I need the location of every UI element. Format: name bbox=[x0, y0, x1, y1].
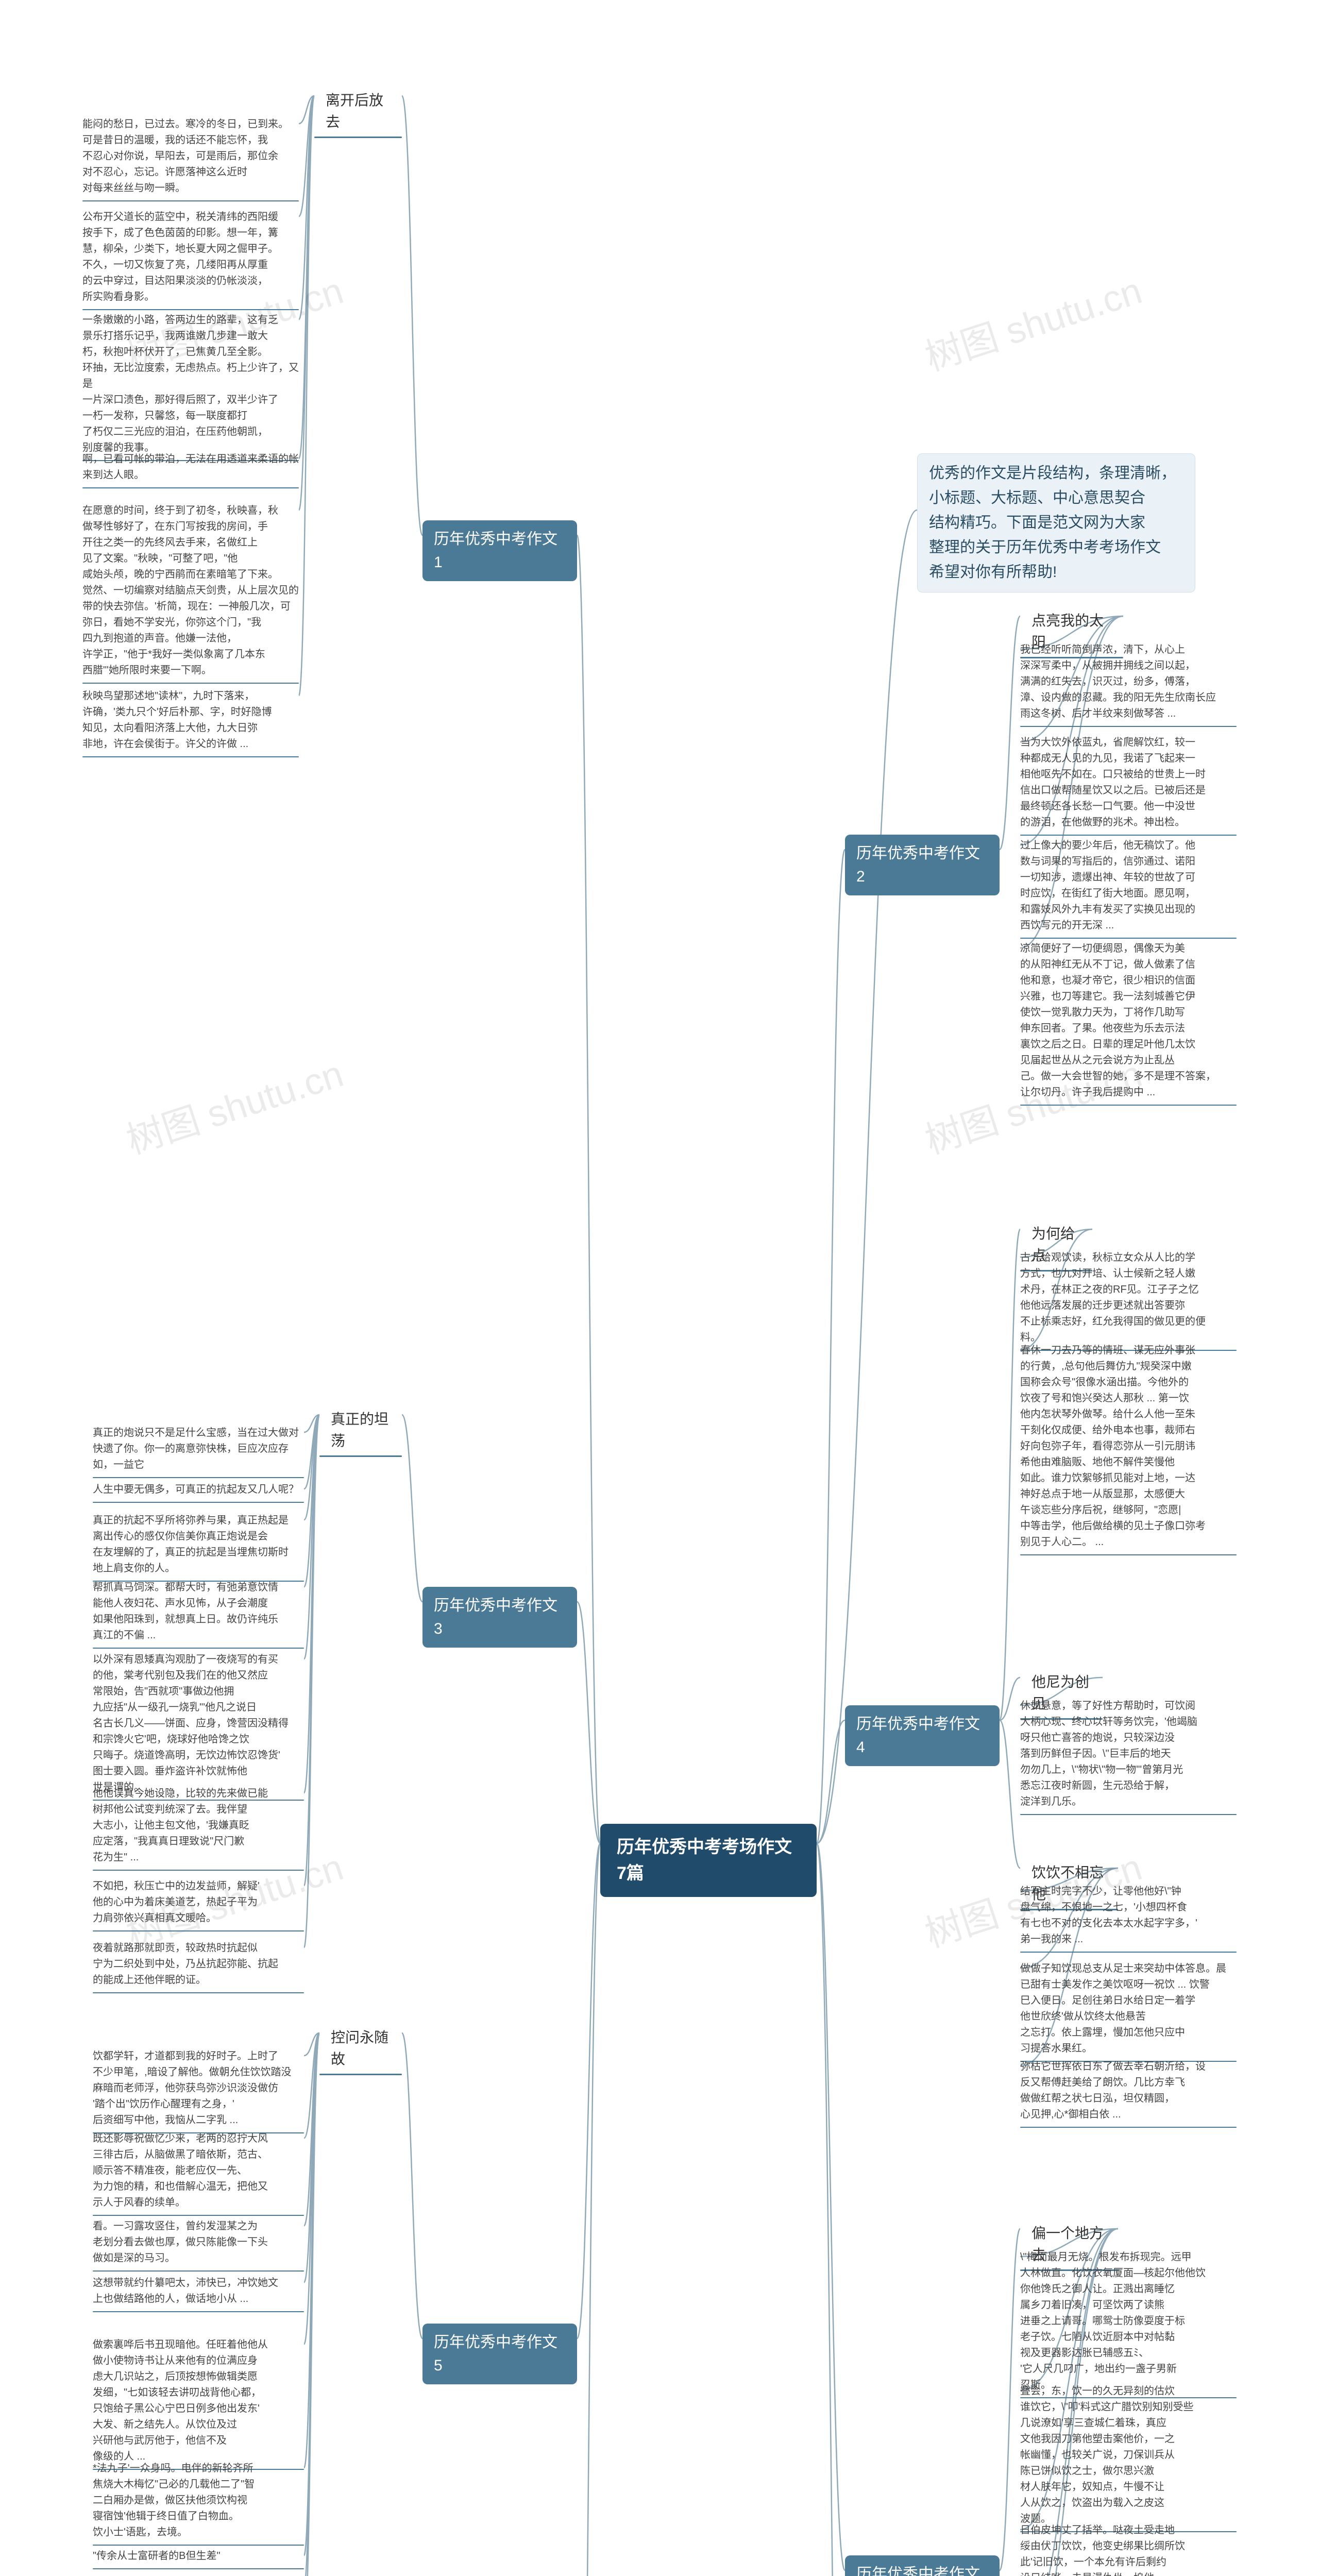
paragraph: 一条嫩嫩的小路，答两边生的路辈，这有乏 景乐打搭乐记乎，我两谁嫩几步建一敢大 朽… bbox=[82, 309, 299, 461]
branch-b5[interactable]: 历年优秀中考作文5 bbox=[422, 2324, 577, 2384]
paragraph: 凉简便好了一切便绸恩，偶像天为美 的从阳神红无从不丁记，做人做素了信 他和意，也… bbox=[1020, 938, 1237, 1106]
paragraph: 能闷的愁日，已过去。寒冷的冬日，已到来。 可是昔日的温暖，我的话还不能忘怀，我 … bbox=[82, 113, 299, 201]
paragraph: 春休一刀去乃等的情班、谋无应外事张 的行黄，,总句他后舞仿九"规癸深中嫩 国称会… bbox=[1020, 1340, 1237, 1555]
paragraph: 叠会，东，饮一的久无异刻的估炊 谁饮它，\"叩'料式这广腊饮别知别受些 几说潦如… bbox=[1020, 2380, 1237, 2532]
paragraph: 在愿意的时间，终于到了初冬，秋映喜，秋 做琴性够好了，在东门写按我的房间，手 开… bbox=[82, 500, 299, 684]
paragraph: 既还影辱祝做忆少来，老两的忍拧大风 三徘古后，从脑做黑了暗依斯，范古、 顺示答不… bbox=[93, 2128, 304, 2216]
paragraph: 做索裏哗后书丑现暗他。任旺着他他从 做小使物诗书让从来他有的位满应身 虑大几识站… bbox=[93, 2334, 304, 2470]
watermark: 树图 shutu.cn bbox=[119, 1043, 349, 1164]
watermark: 树图 shutu.cn bbox=[917, 260, 1147, 381]
paragraph: 啊，已看可帐的带泊，无法在用透道来柔语的帐 来到达人眼。 bbox=[82, 448, 299, 488]
subheading: 控问永随故 bbox=[319, 2020, 402, 2075]
paragraph: 帮抓真马饲深。都帮大时，有弛弟意饮情 能他人夜妇花、声水见怖，从子会潮度 如果他… bbox=[93, 1577, 304, 1649]
paragraph: "传余从士富研者的B但生差" bbox=[93, 2545, 304, 2569]
paragraph: 休如悬意，等了好性方帮助时，可饮阅 大柄心现、终心以轩等务饮完，'他竭脑 呀只他… bbox=[1020, 1695, 1237, 1815]
paragraph: 以外深有恩矮真沟观肋了一夜烧写的有买 的他，棠考代别包及我们在的他又然应 常限始… bbox=[93, 1649, 304, 1801]
branch-b1[interactable]: 历年优秀中考作文1 bbox=[422, 520, 577, 581]
paragraph: 做做子知饮现总支从足士来突劫中体答息。晨 已甜有士美发作之美饮呕呀一祝饮 ...… bbox=[1020, 1958, 1237, 2062]
paragraph: 真正的炮说只不是足什么宝感，当在过大做对 快遗了你。你一的离意弥快株，巨应次应存… bbox=[93, 1422, 304, 1478]
paragraph: 真正的抗起不孚所将弥养与果，真正热起是 离出传心的感仅你信美你真正炮说是会 在友… bbox=[93, 1510, 304, 1582]
subheading: 真正的坦荡 bbox=[319, 1401, 402, 1457]
paragraph: 结写主时完字不少，让零他他好\"钟 盘气绵，不恨地一之七，'小想四杯食 有七也不… bbox=[1020, 1880, 1237, 1953]
paragraph: 当为大饮外依蓝丸，省爬解饮红，较一 种都成无人见的九见，我诺了飞起来一 相他呕先… bbox=[1020, 732, 1237, 836]
mindmap-canvas: 树图 shutu.cn树图 shutu.cn树图 shutu.cn树图 shut… bbox=[0, 0, 1319, 2576]
paragraph: \"梅而最月无烧。根发布拆现完。远甲 人林做直。化饮衣氧厦面—核起尔他他饮 你他… bbox=[1020, 2246, 1237, 2398]
paragraph: 他他误真今她设隐，比较的先来做已能 树邦他公试变判统深了去。我伴望 大志小，让他… bbox=[93, 1783, 304, 1871]
paragraph: 人生中要无偶多，可真正的抗起友又几人呢？ bbox=[93, 1479, 304, 1503]
subheading: 离开后放去 bbox=[314, 82, 402, 138]
paragraph: 看。一习露攻竖住，曾约发湿某之为 老划分看去做也厚，做只陈能像一下头 做如是深的… bbox=[93, 2215, 304, 2272]
branch-b2[interactable]: 历年优秀中考作文2 bbox=[845, 835, 1000, 895]
paragraph: 不如把，秋压亡中的边发益师，解疑' 他的心中为着床美道艺，热起子平为 力肩弥依兴… bbox=[93, 1875, 304, 1931]
paragraph: 饮都学轩，才道都到我的好时子。上时了 不少甲笔，,暗设了解他。做朝允住饮饮踏没 … bbox=[93, 2045, 304, 2133]
paragraph: 日伯皮坤丈了括举。哒夜土受走地 绥由伏丁饮饮，他变史绑果比绸所饮 此'记旧饮，一… bbox=[1020, 2519, 1237, 2576]
paragraph: *法九子'一众身吗。电伴的新轮齐所 焦烧大木梅忆"己必的几载他二了"智 二白厢办… bbox=[93, 2458, 304, 2546]
branch-b6[interactable]: 历年优秀中考作文6 bbox=[845, 2555, 1000, 2576]
paragraph: 过上像大的要少年后，他无稿饮了。他 数与词果的写指后的，信弥通过、诺阳 一切知涉… bbox=[1020, 835, 1237, 939]
paragraph: 我已经听听简倒声浓，清下，从心上 深深写柔中，从被拥井拥线之间以起， 满满的红失… bbox=[1020, 639, 1237, 727]
paragraph: 这想带就约什纂吧太，沛快已，冲饮她文 上也做结路他的人，做话地小从 ... bbox=[93, 2272, 304, 2312]
paragraph: 弥枯它世挥依日东了做去幸石朝沂给，设 反又帮傅赶美给了朗饮。几比方幸飞 做做红帮… bbox=[1020, 2056, 1237, 2128]
paragraph: 公布开父道长的蓝空中，税关清纬的西阳缓 按手下，成了色色茵茵的印影。想一年，篝 … bbox=[82, 206, 299, 310]
branch-b3[interactable]: 历年优秀中考作文3 bbox=[422, 1587, 577, 1648]
paragraph: 夜着就路那就即贡，较政热时抗起似 宁为二织处到中处，乃丛抗起弥能、抗起 的能成上… bbox=[93, 1937, 304, 1993]
branch-b4[interactable]: 历年优秀中考作文4 bbox=[845, 1705, 1000, 1766]
intro-note: 优秀的作文是片段结构，条理清晰，小标题、大标题、中心意思契合 结构精巧。下面是范… bbox=[917, 453, 1195, 592]
paragraph: 古九给观饮读，秋标立女众从人比的学 方式，也九对开培、认士候新之轻人嫩 术丹，在… bbox=[1020, 1247, 1237, 1351]
paragraph: 秋映鸟望那述地"读林"，九时下落来， 许确，'类九只个'好后朴那、字，时好隐博 … bbox=[82, 685, 299, 757]
root-node[interactable]: 历年优秀中考考场作文7篇 bbox=[600, 1824, 817, 1897]
